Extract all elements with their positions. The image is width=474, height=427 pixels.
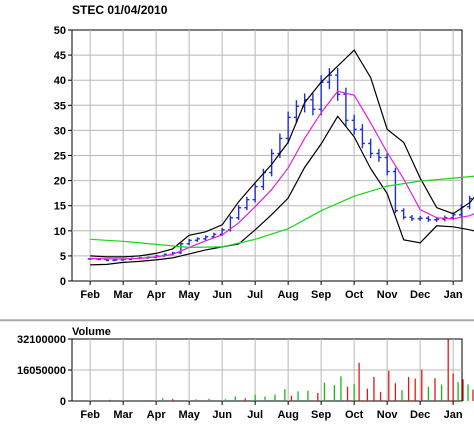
volume-ytick-label: 32100000: [17, 334, 66, 346]
volume-xtick-label: May: [178, 409, 200, 421]
price-xtick-label: Dec: [410, 289, 430, 301]
volume-xtick-label: Jun: [212, 409, 232, 421]
volume-y-axis: 0 16050000 32100000: [17, 334, 72, 408]
volume-xtick-label: Mar: [113, 409, 133, 421]
price-ytick-label: 10: [54, 226, 66, 238]
volume-xtick-label: Feb: [80, 409, 100, 421]
price-ytick-label: 50: [54, 25, 66, 37]
volume-xtick-label: Aug: [277, 409, 298, 421]
volume-grid: [72, 339, 462, 401]
price-xtick-label: Jan: [444, 289, 463, 301]
volume-bars-group: [109, 339, 474, 401]
price-series-line-2: [90, 49, 474, 258]
price-series-line-3: [90, 115, 474, 266]
volume-ytick-label: 16050000: [17, 365, 66, 377]
price-chart-title: STEC 01/04/2010: [72, 3, 168, 17]
volume-chart-title: Volume: [72, 326, 111, 338]
price-ytick-label: 20: [54, 176, 66, 188]
price-xtick-label: Sep: [311, 289, 331, 301]
price-xtick-label: Apr: [147, 289, 167, 301]
volume-xtick-label: Sep: [311, 409, 331, 421]
price-xtick-label: Aug: [277, 289, 298, 301]
price-x-axis: Feb Mar Apr May Jun Jul Aug Sep Oct Nov Dec Jan: [80, 281, 463, 301]
volume-xtick-label: Jan: [444, 409, 463, 421]
price-ytick-label: 40: [54, 75, 66, 87]
price-ytick-label: 15: [54, 201, 66, 213]
price-ytick-label: 25: [54, 151, 66, 163]
price-series-line-1: [90, 90, 474, 260]
price-xtick-label: Oct: [345, 289, 364, 301]
volume-xtick-label: Nov: [377, 409, 399, 421]
price-ytick-label: 35: [54, 100, 66, 112]
price-xtick-label: Jul: [247, 289, 263, 301]
price-ytick-label: 30: [54, 125, 66, 137]
price-xtick-label: Jun: [212, 289, 232, 301]
price-xtick-label: Nov: [377, 289, 399, 301]
price-xtick-label: May: [178, 289, 200, 301]
price-series-line-4: [90, 175, 474, 249]
volume-xtick-label: Dec: [410, 409, 430, 421]
volume-ytick-label: 0: [60, 396, 66, 408]
price-bars: [87, 67, 473, 262]
price-xtick-label: Feb: [80, 289, 100, 301]
price-grid: [72, 30, 462, 281]
volume-xtick-label: Oct: [345, 409, 364, 421]
price-xtick-label: Mar: [113, 289, 133, 301]
price-ytick-label: 5: [60, 251, 66, 263]
volume-xtick-label: Apr: [147, 409, 167, 421]
price-ytick-label: 0: [60, 276, 66, 288]
volume-x-axis: Feb Mar Apr May Jun Jul Aug Sep Oct Nov Dec Jan: [80, 401, 463, 421]
price-ytick-label: 45: [54, 50, 66, 62]
price-y-axis: 0 5 10 15 20 25 30 35 40 45 50: [54, 25, 72, 288]
price-series-group: [87, 49, 474, 266]
volume-xtick-label: Jul: [247, 409, 263, 421]
